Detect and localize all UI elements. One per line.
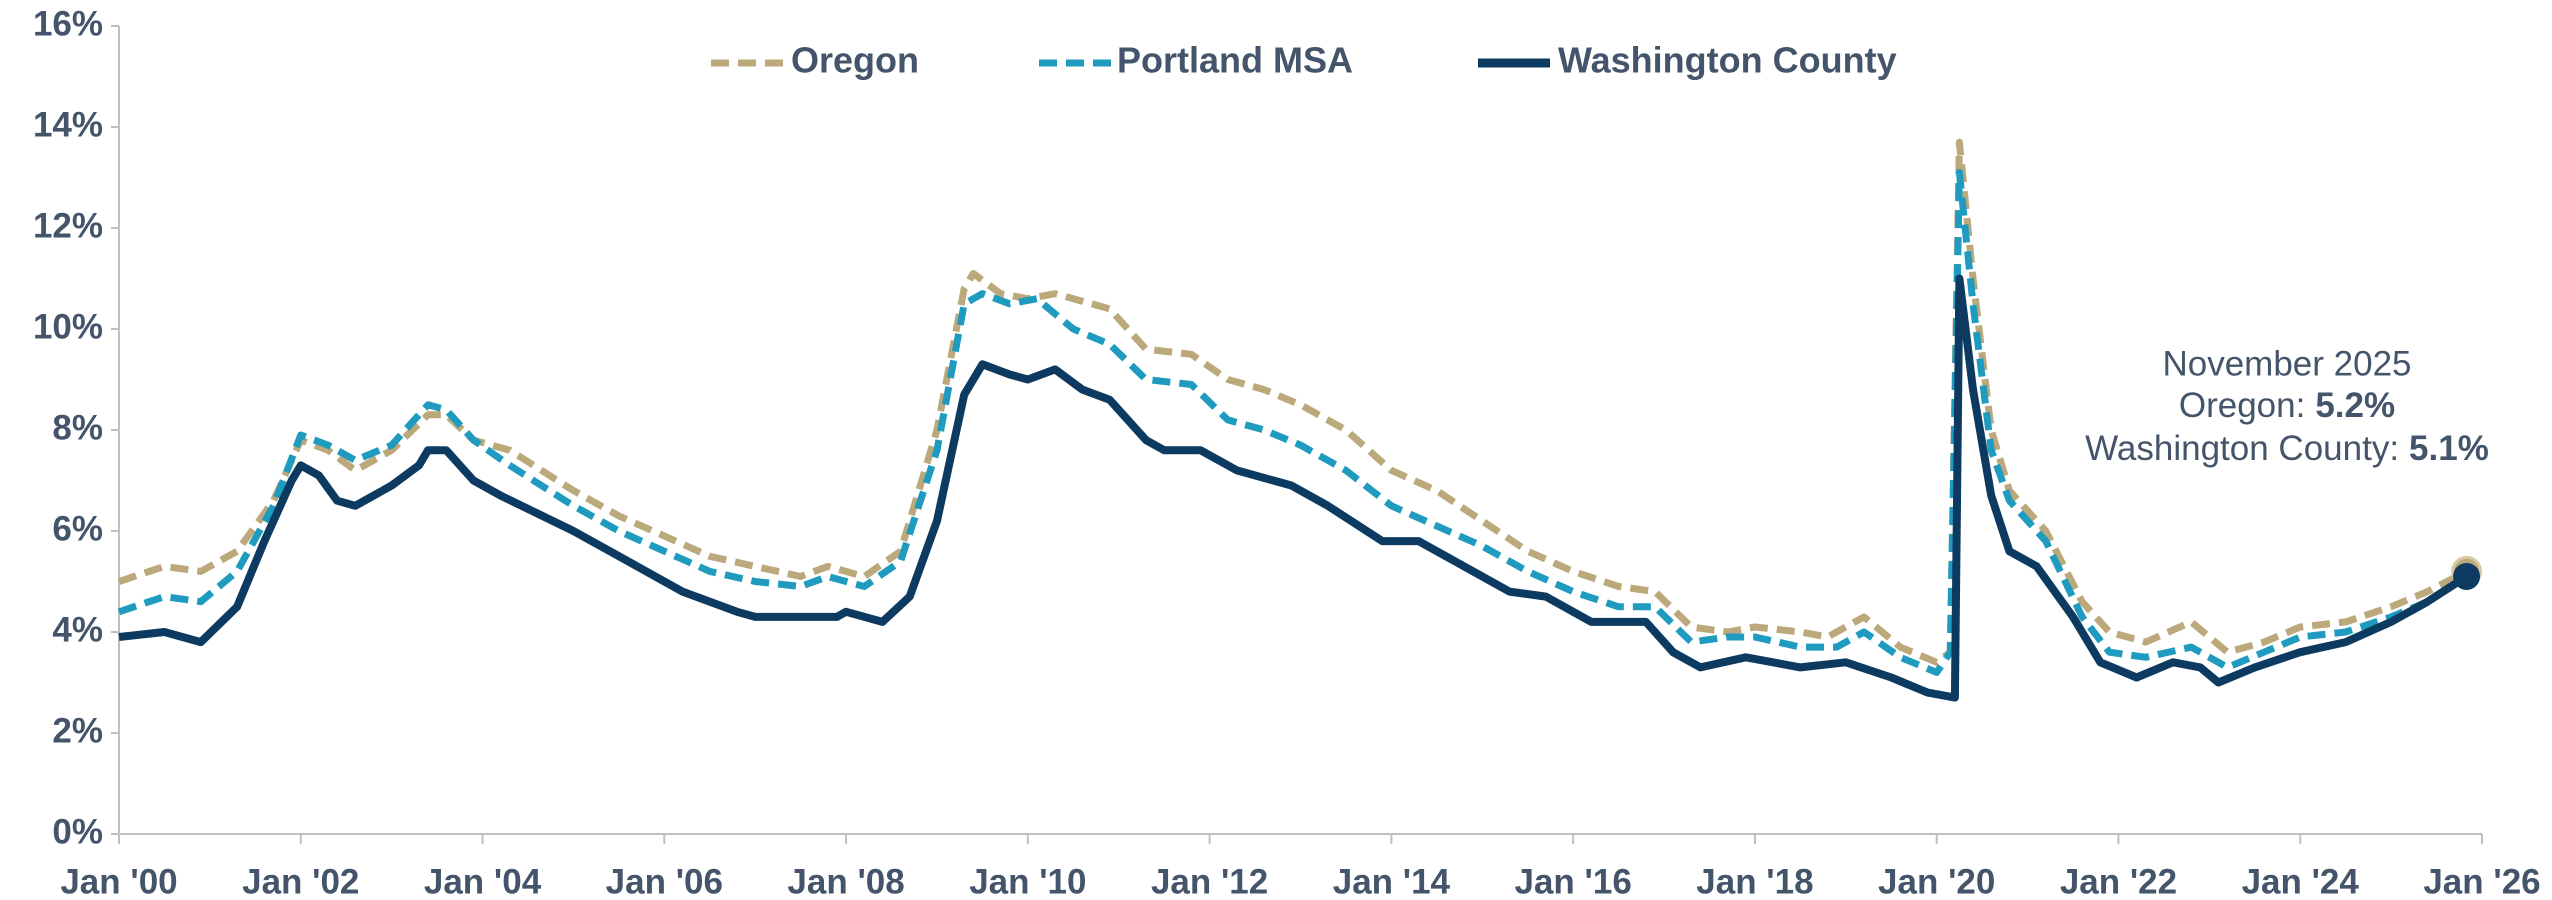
annotation-label: Oregon: — [2179, 386, 2305, 425]
x-tick-label: Jan '26 — [2423, 862, 2540, 900]
legend-label: Washington County — [1558, 40, 1897, 81]
y-tick-label: 10% — [33, 307, 103, 346]
x-tick-label: Jan '14 — [1333, 862, 1451, 900]
end-marker — [2453, 562, 2481, 590]
x-tick-label: Jan '18 — [1696, 862, 1813, 900]
y-tick-label: 16% — [33, 4, 103, 43]
legend-label: Oregon — [791, 40, 919, 81]
x-tick-label: Jan '22 — [2060, 862, 2177, 900]
y-tick-label: 4% — [52, 610, 103, 649]
annotation-line: Oregon: 5.2% — [2179, 386, 2395, 425]
x-tick-label: Jan '00 — [60, 862, 177, 900]
annotation-value: 5.1% — [2409, 429, 2489, 468]
annotation-line: Washington County: 5.1% — [2085, 429, 2489, 468]
x-tick-label: Jan '10 — [969, 862, 1086, 900]
y-tick-label: 0% — [52, 812, 103, 851]
annotation-title: November 2025 — [2162, 344, 2411, 383]
y-tick-label: 6% — [52, 509, 103, 548]
x-tick-label: Jan '06 — [606, 862, 723, 900]
annotation-label: Washington County: — [2085, 429, 2399, 468]
y-tick-label: 8% — [52, 408, 103, 447]
series-line — [118, 274, 2469, 702]
x-tick-label: Jan '12 — [1151, 862, 1268, 900]
y-tick-label: 14% — [33, 105, 103, 144]
legend-label: Portland MSA — [1117, 40, 1353, 81]
x-tick-label: Jan '02 — [242, 862, 359, 900]
y-tick-label: 2% — [52, 711, 103, 750]
annotation-value: 5.2% — [2315, 386, 2395, 425]
x-tick-label: Jan '20 — [1878, 862, 1995, 900]
x-tick-label: Jan '24 — [2242, 862, 2360, 900]
y-tick-label: 12% — [33, 206, 103, 245]
series-line — [117, 138, 2469, 666]
x-tick-label: Jan '04 — [424, 862, 542, 900]
series-line — [117, 169, 2469, 676]
x-tick-label: Jan '16 — [1515, 862, 1632, 900]
x-tick-label: Jan '08 — [787, 862, 904, 900]
